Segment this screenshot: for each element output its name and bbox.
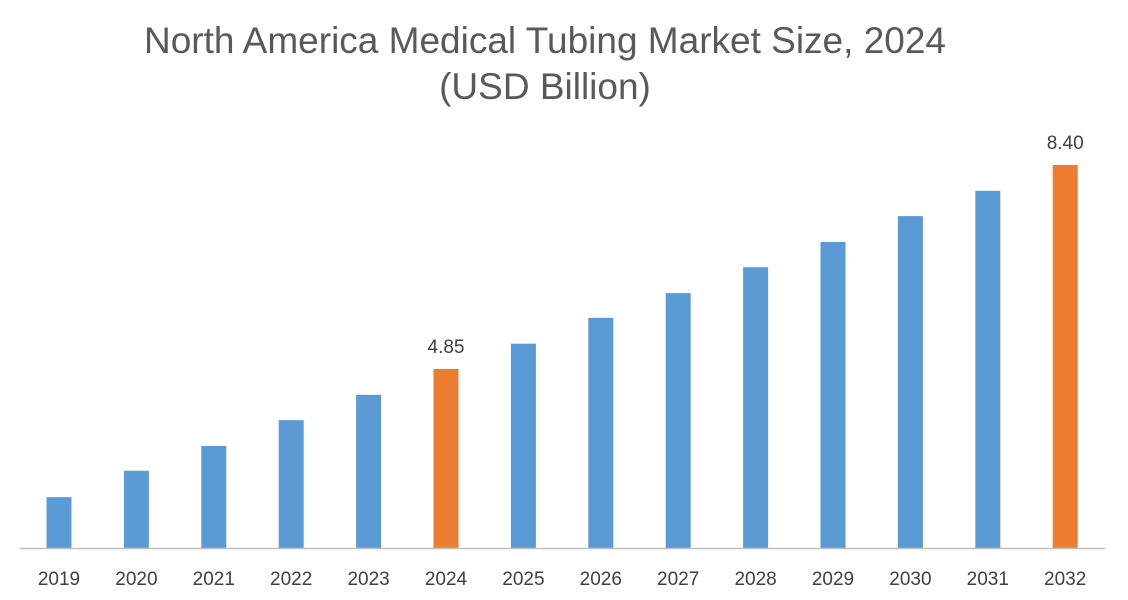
data-label-2032: 8.40 xyxy=(1047,133,1084,154)
chart-subtitle: (USD Billion) xyxy=(439,66,651,107)
x-tick-label: 2026 xyxy=(580,569,622,590)
bar-2031 xyxy=(975,190,1001,548)
x-tick-label: 2022 xyxy=(270,569,312,590)
bar-2030 xyxy=(897,216,923,548)
bar-2032 xyxy=(1052,164,1078,548)
bar-2025 xyxy=(510,343,536,548)
chart-title: North America Medical Tubing Market Size… xyxy=(0,18,1090,110)
bar-2021 xyxy=(201,445,227,548)
x-tick-label: 2019 xyxy=(38,569,80,590)
x-tick-label: 2023 xyxy=(347,569,389,590)
bar-2026 xyxy=(588,317,614,548)
x-tick-label: 2021 xyxy=(193,569,235,590)
x-tick-label: 2032 xyxy=(1044,569,1086,590)
data-label-2024: 4.85 xyxy=(428,337,465,358)
x-tick-label: 2030 xyxy=(889,569,931,590)
x-tick-label: 2020 xyxy=(115,569,157,590)
bar-2024 xyxy=(433,368,459,548)
bar-2029 xyxy=(820,241,846,548)
x-tick-label: 2031 xyxy=(967,569,1009,590)
x-tick-label: 2029 xyxy=(812,569,854,590)
bar-2023 xyxy=(356,394,382,548)
x-tick-label: 2028 xyxy=(734,569,776,590)
chart-title-main: North America Medical Tubing Market Size… xyxy=(143,20,947,61)
bar-2019 xyxy=(46,497,72,548)
bar-2020 xyxy=(123,470,149,548)
x-tick-label: 2024 xyxy=(425,569,468,590)
bar-2028 xyxy=(743,267,769,548)
bar-2027 xyxy=(665,293,691,548)
x-tick-label: 2025 xyxy=(502,569,544,590)
bar-2022 xyxy=(278,420,304,548)
x-tick-label: 2027 xyxy=(657,569,699,590)
